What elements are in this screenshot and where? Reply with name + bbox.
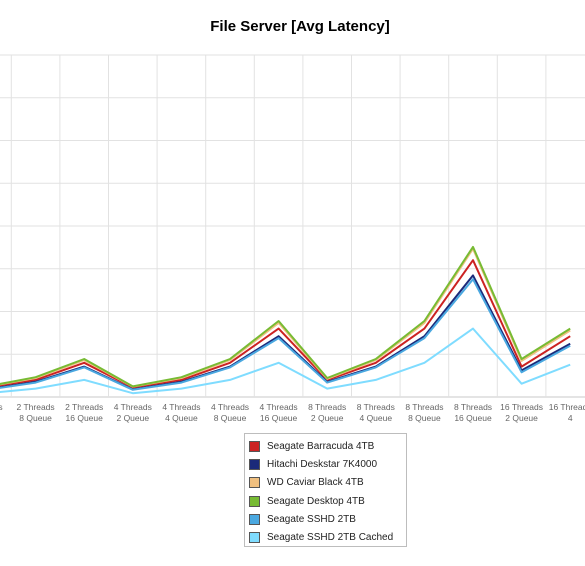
x-tick-label: 8 Threads xyxy=(454,402,492,412)
x-tick-label: 4 Queue xyxy=(359,413,392,423)
x-tick-label: 16 Queue xyxy=(454,413,492,423)
x-tick-label: Threads xyxy=(0,402,3,412)
legend-swatch xyxy=(249,477,260,489)
legend-label: Seagate Barracuda 4TB xyxy=(267,440,375,452)
x-tick-label: 2 Threads xyxy=(65,402,103,412)
x-tick-label: 8 Threads xyxy=(405,402,443,412)
legend: Seagate Barracuda 4TB Hitachi Deskstar 7K… xyxy=(244,433,407,547)
legend-item: Seagate Desktop 4TB xyxy=(249,492,406,510)
legend-item: WD Caviar Black 4TB xyxy=(249,474,406,492)
x-tick-label: 2 Threads xyxy=(17,402,55,412)
legend-item: Seagate SSHD 2TB xyxy=(249,510,406,528)
x-tick-label: 16 Queue xyxy=(66,413,104,423)
legend-swatch xyxy=(249,513,260,525)
legend-label: Hitachi Deskstar 7K4000 xyxy=(267,458,378,470)
x-tick-label: 16 Threads xyxy=(500,402,543,412)
x-tick-label: 8 Queue xyxy=(19,413,52,423)
legend-swatch xyxy=(249,495,260,507)
series-lines xyxy=(0,245,571,395)
x-tick-label: 2 Queue xyxy=(505,413,538,423)
legend-swatch xyxy=(249,532,260,544)
x-tick-label: 2 Queue xyxy=(311,413,344,423)
x-tick-label: 8 Queue xyxy=(214,413,247,423)
legend-label: Seagate Desktop 4TB xyxy=(267,495,365,507)
x-tick-label: 4 Threads xyxy=(211,402,249,412)
gridlines xyxy=(0,54,585,398)
x-tick-label: 4 Queue xyxy=(165,413,198,423)
x-tick-label: 4 Threads xyxy=(114,402,152,412)
legend-item: Hitachi Deskstar 7K4000 xyxy=(249,455,406,473)
legend-item: Seagate Barracuda 4TB xyxy=(249,437,406,455)
x-tick-label: 8 Queue xyxy=(408,413,441,423)
series-line-0 xyxy=(0,259,571,389)
series-line-3 xyxy=(0,245,571,388)
series-line-4 xyxy=(0,278,571,391)
legend-label: WD Caviar Black 4TB xyxy=(267,477,364,489)
x-tick-label: 8 Threads xyxy=(308,402,346,412)
x-tick-label: 16 Threads xyxy=(549,402,585,412)
x-tick-label: 4 xyxy=(568,413,573,423)
series-line-1 xyxy=(0,274,571,391)
legend-item: Seagate SSHD 2TB Cached xyxy=(249,528,406,546)
x-tick-label: 8 Threads xyxy=(357,402,395,412)
legend-swatch xyxy=(249,458,260,470)
legend-label: Seagate SSHD 2TB Cached xyxy=(267,532,394,544)
legend-label: Seagate SSHD 2TB xyxy=(267,513,356,525)
x-tick-label: 2 Queue xyxy=(116,413,149,423)
x-tick-label: 16 Queue xyxy=(260,413,298,423)
legend-swatch xyxy=(249,440,260,452)
x-tick-label: 4 Threads xyxy=(260,402,298,412)
chart-title: File Server [Avg Latency] xyxy=(210,18,390,35)
x-tick-label: 4 Threads xyxy=(162,402,200,412)
series-line-5 xyxy=(0,327,571,395)
